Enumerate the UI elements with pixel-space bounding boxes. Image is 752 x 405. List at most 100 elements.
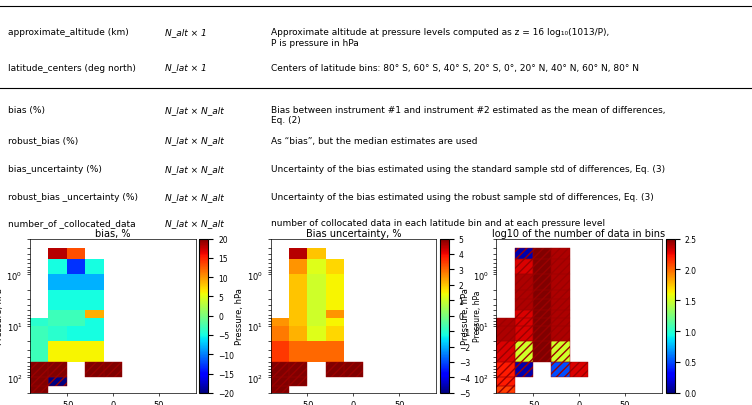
Bar bbox=[85, 259, 104, 275]
Bar bbox=[514, 326, 533, 341]
Text: number of collocated data in each latitude bin and at each pressure level: number of collocated data in each latitu… bbox=[271, 218, 605, 228]
Bar bbox=[514, 341, 533, 362]
Bar bbox=[551, 248, 570, 259]
Bar bbox=[48, 275, 67, 290]
Bar bbox=[496, 318, 514, 326]
Bar bbox=[514, 318, 533, 326]
Y-axis label: Pressure, hPa: Pressure, hPa bbox=[461, 288, 470, 344]
Bar bbox=[551, 318, 570, 326]
Text: Uncertainty of the bias estimated using the standard sample std of differences, : Uncertainty of the bias estimated using … bbox=[271, 164, 665, 173]
Bar bbox=[514, 326, 533, 341]
Bar bbox=[308, 290, 326, 299]
Bar bbox=[326, 326, 344, 341]
Bar bbox=[271, 362, 289, 377]
Bar bbox=[289, 362, 308, 377]
Bar bbox=[30, 326, 48, 341]
Bar bbox=[326, 290, 344, 299]
Bar bbox=[67, 290, 85, 299]
Bar bbox=[48, 248, 67, 259]
Bar bbox=[289, 299, 308, 311]
Bar bbox=[514, 311, 533, 318]
Bar bbox=[533, 248, 551, 259]
Bar bbox=[48, 326, 67, 341]
Bar bbox=[30, 362, 48, 377]
Bar bbox=[551, 326, 570, 341]
Bar bbox=[514, 259, 533, 275]
Bar bbox=[48, 377, 67, 386]
Bar bbox=[85, 326, 104, 341]
Y-axis label: Pressure, hPa: Pressure, hPa bbox=[473, 290, 482, 341]
Bar bbox=[271, 377, 289, 386]
Bar bbox=[104, 362, 122, 377]
Bar bbox=[514, 362, 533, 377]
Text: robust_bias (%): robust_bias (%) bbox=[8, 136, 77, 145]
Bar bbox=[289, 275, 308, 290]
Bar bbox=[551, 362, 570, 377]
Text: As “bias”, but the median estimates are used: As “bias”, but the median estimates are … bbox=[271, 136, 478, 145]
Bar bbox=[67, 326, 85, 341]
Bar bbox=[551, 299, 570, 311]
Bar bbox=[533, 275, 551, 290]
Bar bbox=[533, 326, 551, 341]
Bar bbox=[30, 318, 48, 326]
Bar bbox=[551, 290, 570, 299]
Bar bbox=[496, 318, 514, 326]
Bar bbox=[30, 386, 48, 393]
Bar bbox=[514, 275, 533, 290]
Bar bbox=[30, 386, 48, 393]
Bar bbox=[514, 362, 533, 377]
Text: N_lat × N_alt: N_lat × N_alt bbox=[165, 106, 224, 115]
Bar bbox=[514, 259, 533, 275]
Text: latitude_centers (deg north): latitude_centers (deg north) bbox=[8, 64, 135, 72]
Bar bbox=[85, 311, 104, 318]
Bar bbox=[533, 299, 551, 311]
Bar bbox=[308, 275, 326, 290]
Bar bbox=[326, 341, 344, 362]
Bar bbox=[289, 318, 308, 326]
Bar bbox=[271, 326, 289, 341]
Bar bbox=[570, 362, 588, 377]
Bar bbox=[496, 362, 514, 377]
Bar bbox=[67, 341, 85, 362]
Bar bbox=[496, 341, 514, 362]
Bar bbox=[533, 318, 551, 326]
Text: bias_uncertainty (%): bias_uncertainty (%) bbox=[8, 164, 102, 173]
Bar bbox=[551, 248, 570, 259]
Text: N_lat × N_alt: N_lat × N_alt bbox=[165, 136, 224, 145]
Bar bbox=[308, 299, 326, 311]
Bar bbox=[48, 290, 67, 299]
Bar bbox=[496, 386, 514, 393]
Bar bbox=[308, 326, 326, 341]
Bar bbox=[289, 259, 308, 275]
Bar bbox=[514, 275, 533, 290]
Bar bbox=[533, 341, 551, 362]
Bar bbox=[496, 386, 514, 393]
Bar bbox=[551, 275, 570, 290]
Bar bbox=[308, 318, 326, 326]
Title: bias, %: bias, % bbox=[95, 228, 131, 238]
Bar bbox=[533, 248, 551, 259]
Bar bbox=[496, 377, 514, 386]
Bar bbox=[533, 275, 551, 290]
Bar bbox=[289, 290, 308, 299]
Bar bbox=[533, 311, 551, 318]
Bar bbox=[289, 362, 308, 377]
Bar bbox=[551, 326, 570, 341]
Text: N_lat × 1: N_lat × 1 bbox=[165, 64, 208, 72]
Y-axis label: Pressure, hPa: Pressure, hPa bbox=[0, 288, 4, 344]
Bar bbox=[514, 248, 533, 259]
Bar bbox=[48, 299, 67, 311]
Bar bbox=[551, 362, 570, 377]
Text: N_lat × N_alt: N_lat × N_alt bbox=[165, 193, 224, 202]
Bar bbox=[570, 362, 588, 377]
Bar bbox=[551, 259, 570, 275]
Bar bbox=[326, 362, 344, 377]
Title: log10 of the number of data in bins: log10 of the number of data in bins bbox=[493, 228, 666, 238]
Bar bbox=[67, 299, 85, 311]
Bar bbox=[551, 299, 570, 311]
Bar bbox=[326, 275, 344, 290]
Text: Uncertainty of the bias estimated using the robust sample std of differences, Eq: Uncertainty of the bias estimated using … bbox=[271, 193, 653, 202]
Bar bbox=[344, 362, 362, 377]
Bar bbox=[308, 259, 326, 275]
Bar bbox=[533, 341, 551, 362]
